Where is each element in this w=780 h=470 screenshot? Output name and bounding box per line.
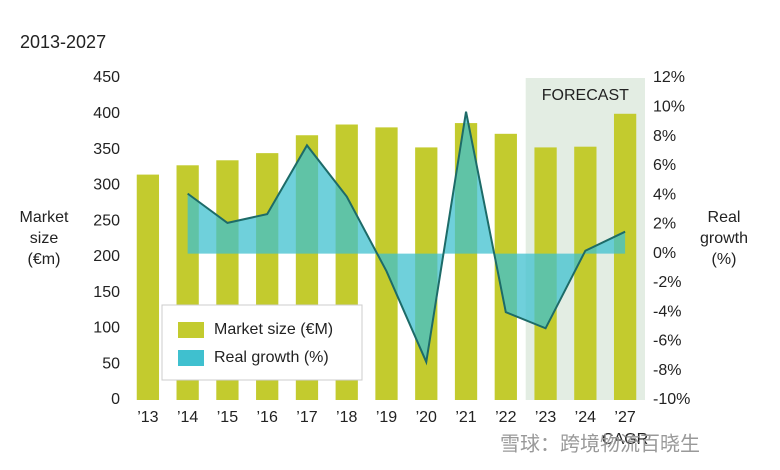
y-tick-label: 450 <box>93 69 120 86</box>
y2-tick-label: -10% <box>653 391 690 408</box>
x-tick-label: ’21 <box>455 409 476 426</box>
y2-axis-label: Real <box>708 209 741 226</box>
legend-label: Market size (€M) <box>214 321 333 338</box>
y-tick-label: 100 <box>93 320 120 337</box>
y2-tick-label: 8% <box>653 128 676 145</box>
x-tick-label: ’20 <box>416 409 437 426</box>
legend-label: Real growth (%) <box>214 349 329 366</box>
y2-tick-label: 6% <box>653 157 676 174</box>
x-tick-label: ’23 <box>535 409 556 426</box>
legend-swatch <box>178 322 204 338</box>
watermark: 雪球：跨境物流百晓生 <box>500 432 700 455</box>
legend-box <box>161 304 363 381</box>
x-tick-label: ’17 <box>296 409 317 426</box>
y-axis-label: Market <box>20 209 69 226</box>
y2-tick-label: -4% <box>653 303 681 320</box>
y2-tick-label: 10% <box>653 98 685 115</box>
bar <box>613 113 637 401</box>
y-tick-label: 0 <box>111 391 120 408</box>
y-tick-label: 250 <box>93 212 120 229</box>
bar <box>136 174 160 400</box>
y2-tick-label: 0% <box>653 245 676 262</box>
y-axis-label: (€m) <box>28 251 61 268</box>
y-tick-label: 50 <box>102 355 120 372</box>
growth-line <box>187 111 626 366</box>
y2-tick-label: 2% <box>653 216 676 233</box>
chart-title: 2013-2027 <box>20 32 106 52</box>
y2-tick-label: -8% <box>653 362 681 379</box>
y-axis-label: size <box>30 230 59 247</box>
x-tick-label: ’19 <box>376 409 397 426</box>
growth-area <box>187 111 626 362</box>
y2-tick-label: -6% <box>653 333 681 350</box>
y-tick-label: 300 <box>93 177 120 194</box>
y-tick-label: 150 <box>93 284 120 301</box>
x-tick-label: ’27 <box>614 409 635 426</box>
y2-tick-label: 12% <box>653 69 685 86</box>
x-tick-label: ’13 <box>137 409 158 426</box>
forecast-label: FORECAST <box>542 87 629 104</box>
x-tick-label: ’16 <box>257 409 278 426</box>
y-tick-label: 350 <box>93 141 120 158</box>
y-tick-label: 400 <box>93 105 120 122</box>
y2-axis-label: growth <box>700 230 748 247</box>
bar <box>574 146 597 400</box>
x-tick-label: ’18 <box>336 409 357 426</box>
legend-swatch <box>178 350 204 366</box>
cagr-label: CAGR <box>602 431 648 448</box>
x-tick-label: ’15 <box>217 409 238 426</box>
y2-tick-label: -2% <box>653 274 681 291</box>
y2-axis-label: (%) <box>712 251 737 268</box>
y-tick-label: 200 <box>93 248 120 265</box>
x-tick-label: ’24 <box>575 409 596 426</box>
x-tick-label: ’22 <box>495 409 516 426</box>
y2-tick-label: 4% <box>653 186 676 203</box>
x-tick-label: ’14 <box>177 409 198 426</box>
